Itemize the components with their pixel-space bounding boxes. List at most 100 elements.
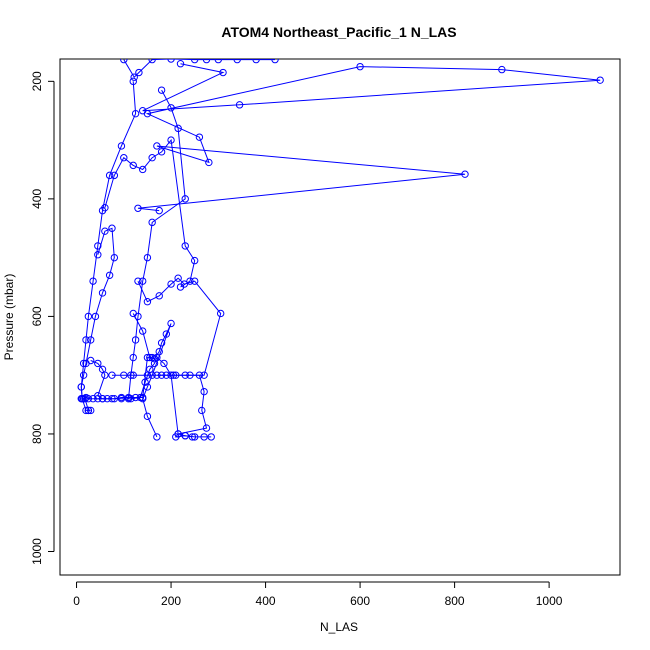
data-point: [205, 158, 213, 167]
data-point: [214, 59, 223, 64]
data-point: [77, 394, 85, 403]
data-point: [89, 277, 97, 285]
data-point: [129, 371, 137, 379]
x-axis: 0 200 400 600 800 1000: [73, 581, 563, 608]
data-point: [169, 371, 178, 379]
data-point: [139, 327, 147, 335]
data-point: [195, 371, 204, 379]
data-point: [108, 224, 116, 232]
data-point: [129, 77, 137, 86]
data-point: [356, 62, 364, 71]
series-line: [80, 81, 137, 411]
data-point: [87, 356, 95, 365]
data-point: [155, 292, 163, 300]
data-point: [162, 330, 171, 338]
data-point: [596, 76, 604, 84]
data-point: [200, 433, 208, 441]
series-line: [112, 374, 208, 438]
data-point: [181, 371, 189, 379]
data-point: [167, 280, 175, 288]
x-tick-label: 200: [161, 594, 181, 608]
data-point: [160, 359, 168, 368]
data-point: [498, 65, 506, 74]
data-point: [207, 433, 215, 441]
data-point: [235, 101, 244, 109]
data-point: [94, 242, 102, 250]
data-point: [146, 353, 154, 362]
data-point: [202, 424, 211, 432]
x-tick-label: 1000: [536, 594, 563, 608]
data-point: [141, 378, 149, 386]
data-point: [94, 359, 102, 368]
series-9: [108, 371, 211, 441]
data-point: [127, 394, 135, 403]
data-point: [105, 171, 114, 180]
series-11: [87, 353, 215, 441]
data-point: [84, 406, 93, 415]
data-point: [216, 309, 225, 318]
data-point: [108, 394, 116, 403]
y-tick-label: 600: [30, 306, 44, 326]
data-point: [190, 277, 199, 285]
x-axis-label: N_LAS: [320, 620, 358, 634]
data-point: [139, 277, 147, 285]
y-tick-label: 200: [30, 71, 44, 91]
data-point: [176, 60, 185, 68]
data-point: [120, 371, 128, 379]
data-point: [146, 365, 154, 374]
data-point: [200, 387, 208, 396]
data-point: [139, 165, 147, 174]
data-point: [110, 171, 119, 180]
data-point: [181, 242, 189, 250]
data-point: [77, 383, 85, 391]
data-point: [108, 371, 116, 379]
data-point: [174, 124, 182, 133]
y-tick-label: 800: [30, 424, 44, 444]
data-point: [143, 109, 152, 118]
data-point: [157, 371, 166, 379]
data-point: [131, 336, 140, 344]
y-tick-label: 1000: [30, 538, 44, 565]
data-point: [101, 203, 109, 212]
data-point: [91, 312, 100, 321]
x-tick-label: 600: [350, 594, 370, 608]
data-point: [153, 433, 161, 441]
data-point: [79, 359, 88, 368]
data-point: [271, 59, 279, 64]
data-point: [157, 86, 166, 94]
data-point: [130, 73, 138, 81]
data-point: [82, 336, 90, 344]
data-point: [143, 253, 152, 262]
series-line: [137, 63, 601, 212]
data-point: [120, 154, 128, 162]
data-point: [155, 206, 163, 215]
data-point: [135, 68, 143, 77]
plot-frame: [59, 58, 621, 576]
data-point: [167, 59, 175, 63]
series-line: [90, 356, 212, 438]
data-point: [117, 394, 126, 403]
data-point: [174, 430, 182, 438]
data-point: [143, 412, 152, 421]
data-point: [87, 336, 95, 344]
data-point: [143, 298, 152, 306]
data-point: [129, 161, 137, 170]
series-line: [128, 89, 186, 399]
series-2: [77, 77, 140, 415]
data-point: [202, 59, 211, 64]
data-point: [195, 133, 204, 141]
data-point: [219, 68, 227, 77]
data-point: [167, 136, 175, 144]
data-point: [131, 109, 140, 118]
data-point: [153, 353, 161, 362]
data-point: [233, 59, 241, 64]
data-point: [101, 371, 109, 379]
data-point: [87, 406, 95, 415]
data-point: [167, 371, 175, 379]
data-point: [101, 227, 109, 235]
data-point: [190, 59, 199, 64]
data-point: [198, 406, 206, 415]
series-layer: [77, 59, 604, 441]
data-point: [136, 393, 145, 402]
